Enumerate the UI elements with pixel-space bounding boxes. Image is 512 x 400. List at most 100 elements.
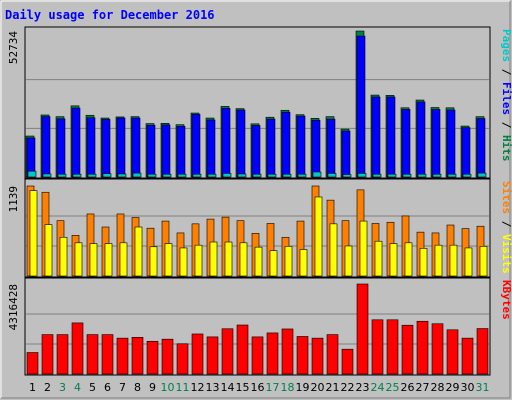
- hits-bar-pages-day-1: [27, 170, 37, 178]
- visits-bar-sites-day-12: [194, 244, 203, 277]
- hits-bar-files-day-6: [101, 119, 111, 178]
- hits-bar-pages-day-2: [42, 173, 52, 178]
- visits-legend: Sites / Visits: [500, 181, 512, 274]
- x-tick-label-day-5: 5: [89, 381, 96, 394]
- kbytes-bar-kbytes-day-2: [41, 334, 54, 375]
- hits-bar-pages-day-27: [417, 173, 427, 178]
- x-tick-label-day-17: 17: [266, 381, 280, 394]
- hits-bar-pages-day-26: [402, 173, 412, 178]
- hits-bar-pages-day-23: [357, 173, 367, 178]
- hits-bar-pages-day-12: [192, 173, 202, 178]
- kbytes-bar-kbytes-day-22: [341, 348, 354, 375]
- visits-legend-separator: /: [500, 214, 512, 234]
- hits-bar-pages-day-16: [252, 173, 262, 178]
- kbytes-bar-kbytes-day-8: [131, 337, 144, 375]
- kbytes-bar-kbytes-day-10: [161, 338, 174, 375]
- legend-files: Files: [500, 82, 512, 115]
- x-tick-label-day-7: 7: [119, 381, 126, 394]
- x-tick-label-day-13: 13: [206, 381, 220, 394]
- hits-bar-pages-day-10: [162, 173, 172, 178]
- kbytes-bar-kbytes-day-11: [176, 343, 189, 375]
- x-tick-label-day-9: 9: [149, 381, 156, 394]
- hits-bar-files-day-13: [206, 119, 216, 178]
- hits-bar-pages-day-22: [342, 174, 352, 178]
- hits-bar-pages-day-30: [462, 173, 472, 178]
- kbytes-bar-kbytes-day-9: [146, 340, 159, 375]
- visits-bar-sites-day-16: [254, 246, 263, 277]
- hits-bar-pages-day-29: [447, 173, 457, 178]
- kbytes-bar-kbytes-day-18: [281, 328, 294, 375]
- hits-bar-files-day-11: [176, 126, 186, 178]
- x-tick-label-day-3: 3: [59, 381, 66, 394]
- kbytes-bar-kbytes-day-23: [356, 283, 369, 375]
- hits-bar-files-day-4: [71, 107, 81, 178]
- kbytes-bar-kbytes-day-30: [461, 337, 474, 375]
- hits-bar-pages-day-8: [132, 172, 142, 178]
- x-tick-label-day-29: 29: [446, 381, 460, 394]
- kbytes-bar-kbytes-day-12: [191, 333, 204, 375]
- kbytes-bar-kbytes-day-16: [251, 336, 264, 375]
- visits-bar-sites-day-21: [329, 223, 338, 277]
- kbytes-bar-kbytes-day-15: [236, 324, 249, 375]
- x-tick-label-day-10: 10: [161, 381, 175, 394]
- kbytes-legend: KBytes: [500, 280, 512, 320]
- hits-bar-pages-day-13: [207, 173, 217, 178]
- chart-title: Daily usage for December 2016: [5, 8, 215, 22]
- visits-bar-sites-day-18: [284, 246, 293, 277]
- x-tick-label-day-19: 19: [296, 381, 310, 394]
- hits-bar-files-day-16: [251, 125, 261, 178]
- kbytes-bar-kbytes-day-20: [311, 337, 324, 375]
- visits-bar-sites-day-11: [179, 247, 188, 277]
- hits-bar-pages-day-5: [87, 173, 97, 178]
- kbytes-bar-kbytes-day-24: [371, 319, 384, 375]
- x-tick-label-day-25: 25: [386, 381, 400, 394]
- hits-bar-pages-day-14: [222, 173, 232, 178]
- visits-bar-sites-day-3: [59, 236, 68, 277]
- hits-bar-pages-day-19: [297, 173, 307, 178]
- hits-bar-pages-day-20: [312, 171, 322, 178]
- hits-bar-pages-day-4: [72, 173, 82, 178]
- kbytes-bar-kbytes-day-7: [116, 337, 129, 375]
- hits-bar-files-day-30: [461, 127, 471, 178]
- visits-bar-sites-day-19: [299, 249, 308, 277]
- kbytes-bar-kbytes-day-25: [386, 319, 399, 375]
- legend-sites: Sites: [500, 181, 512, 214]
- hits-bar-files-day-22: [341, 130, 351, 178]
- hits-bar-pages-day-9: [147, 173, 157, 178]
- kbytes-bar-kbytes-day-1: [26, 352, 39, 375]
- hits-panel: 52734 Pages / Files / Hits: [7, 26, 512, 179]
- x-tick-label-day-31: 31: [476, 381, 490, 394]
- hits-bar-files-day-2: [41, 116, 51, 178]
- legend-hits: Hits: [500, 135, 512, 162]
- kbytes-bar-kbytes-day-5: [86, 334, 99, 375]
- visits-bar-sites-day-1: [29, 190, 38, 277]
- x-tick-label-day-26: 26: [401, 381, 415, 394]
- hits-bar-pages-day-18: [282, 173, 292, 178]
- x-tick-label-day-27: 27: [416, 381, 430, 394]
- visits-bar-sites-day-22: [344, 245, 353, 277]
- hits-legend-separator: /: [500, 62, 512, 82]
- chart-panels: 52734 Pages / Files / Hits 1139 Sites / Vis…: [7, 26, 512, 376]
- hits-bar-pages-day-3: [57, 173, 67, 178]
- visits-bar-sites-day-28: [434, 244, 443, 277]
- x-tick-label-day-24: 24: [371, 381, 385, 394]
- visits-bar-sites-day-29: [449, 244, 458, 277]
- visits-bar-sites-day-6: [104, 243, 113, 277]
- visits-bar-sites-day-23: [359, 220, 368, 277]
- hits-bar-files-day-20: [311, 119, 321, 178]
- hits-bar-pages-day-24: [372, 173, 382, 178]
- hits-bar-files-day-31: [476, 118, 486, 178]
- hits-bar-files-day-25: [386, 96, 396, 178]
- visits-bar-sites-day-14: [224, 241, 233, 277]
- hits-bar-files-day-29: [446, 109, 456, 178]
- visits-bar-sites-day-15: [239, 242, 248, 277]
- hits-bar-pages-day-11: [177, 173, 187, 178]
- hits-bar-pages-day-21: [327, 173, 337, 178]
- hits-bar-pages-day-7: [117, 173, 127, 178]
- visits-bar-sites-day-8: [134, 226, 143, 277]
- kbytes-panel: 4316428 KBytes: [7, 277, 512, 376]
- hits-bar-pages-day-17: [267, 173, 277, 178]
- hits-bar-files-day-27: [416, 101, 426, 178]
- visits-bar-sites-day-17: [269, 250, 278, 277]
